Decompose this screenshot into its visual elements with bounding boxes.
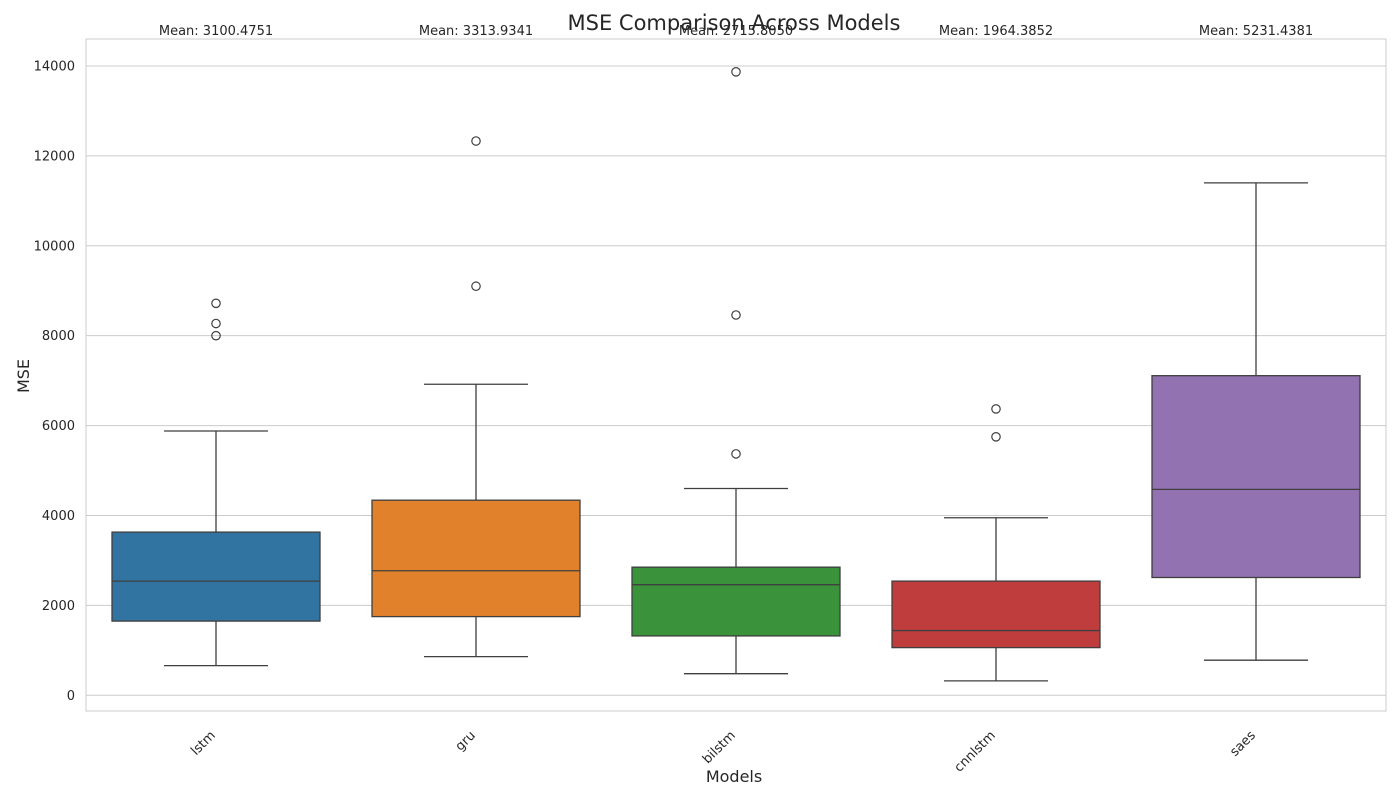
y-tick-label: 14000 xyxy=(34,59,75,74)
outlier-point xyxy=(471,281,481,292)
box-group-bilstm xyxy=(631,67,841,675)
outlier-point xyxy=(211,330,221,341)
iqr-box xyxy=(631,566,841,637)
y-tick-label: 2000 xyxy=(42,599,75,614)
box-group-gru xyxy=(371,136,581,658)
outlier-point xyxy=(211,298,221,309)
y-tick-label: 8000 xyxy=(42,329,75,344)
x-axis-title: Models xyxy=(706,767,762,786)
y-tick-labels: 0 2000 4000 6000 8000 10000 12000 14000 xyxy=(34,59,75,703)
outlier-point xyxy=(731,310,741,320)
mean-label: Mean: 5231.4381 xyxy=(1199,24,1313,39)
y-tick-label: 0 xyxy=(67,689,75,704)
outlier-point xyxy=(731,449,741,459)
iqr-box xyxy=(111,531,321,622)
boxes-layer xyxy=(111,67,1361,682)
iqr-box xyxy=(371,499,581,618)
box-group-cnnlstm xyxy=(891,404,1101,682)
iqr-box xyxy=(1151,375,1361,579)
outlier-point xyxy=(991,432,1001,442)
y-axis-title: MSE xyxy=(14,359,33,393)
y-tick-label: 4000 xyxy=(42,509,75,524)
outlier-point xyxy=(211,318,221,329)
mean-label: Mean: 3313.9341 xyxy=(419,24,533,39)
chart-title: MSE Comparison Across Models xyxy=(568,11,901,35)
mean-labels: Mean: 3100.4751 Mean: 3313.9341 Mean: 2715… xyxy=(159,24,1313,39)
y-tick-label: 12000 xyxy=(34,149,75,164)
y-tick-label: 6000 xyxy=(42,419,75,434)
mean-label: Mean: 2715.8050 xyxy=(679,24,793,39)
y-tick-label: 10000 xyxy=(34,239,75,254)
mean-label: Mean: 1964.3852 xyxy=(939,24,1053,39)
outlier-point xyxy=(991,404,1001,414)
mean-label: Mean: 3100.4751 xyxy=(159,24,273,39)
outlier-point xyxy=(471,136,481,146)
outlier-point xyxy=(731,67,741,77)
box-group-saes xyxy=(1151,182,1361,661)
plot-frame xyxy=(85,38,1387,712)
iqr-box xyxy=(891,580,1101,649)
box-group-lstm xyxy=(111,298,321,667)
